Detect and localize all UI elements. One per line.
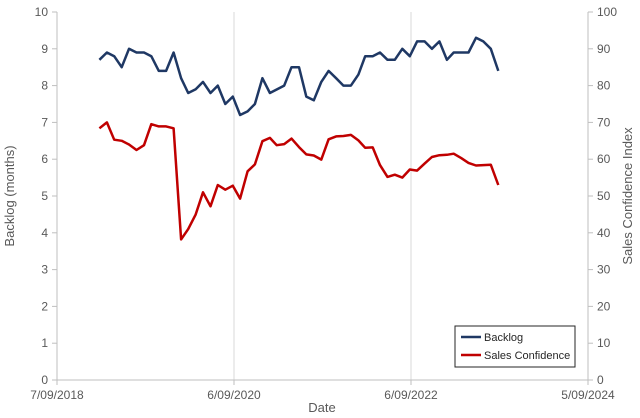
legend-box xyxy=(454,325,576,368)
left-tick-label: 8 xyxy=(41,79,48,93)
axes xyxy=(52,11,593,385)
x-tick-label: 6/09/2020 xyxy=(207,388,261,402)
right-tick-label: 20 xyxy=(597,299,611,313)
left-y-tick-labels: 0 1 2 3 4 5 6 7 8 9 10 xyxy=(35,5,49,387)
series-lines xyxy=(98,36,500,241)
left-tick-label: 7 xyxy=(41,115,48,129)
right-tick-label: 70 xyxy=(597,115,611,129)
x-tick-label: 6/09/2022 xyxy=(384,388,438,402)
right-tick-label: 10 xyxy=(597,336,611,350)
series-line-backlog xyxy=(98,36,500,117)
x-tick-label: 5/09/2024 xyxy=(561,388,615,402)
left-tick-label: 4 xyxy=(41,226,48,240)
x-tick-label: 7/09/2018 xyxy=(30,388,84,402)
left-tick-label: 10 xyxy=(35,5,49,19)
right-y-tick-labels: 0 10 20 30 40 50 60 70 80 90 100 xyxy=(597,5,617,387)
x-axis-title: Date xyxy=(308,400,335,415)
y-axis-right-title: Sales Confidence Index xyxy=(620,127,635,265)
right-tick-label: 60 xyxy=(597,152,611,166)
left-tick-label: 3 xyxy=(41,263,48,277)
x-tick-labels: 7/09/2018 6/09/2020 6/09/2022 5/09/2024 xyxy=(30,388,615,402)
right-tick-label: 0 xyxy=(597,373,604,387)
gridlines xyxy=(233,12,412,380)
right-tick-label: 80 xyxy=(597,79,611,93)
series-line-sales-confidence xyxy=(98,121,500,241)
y-axis-left-title: Backlog (months) xyxy=(2,145,17,246)
legend-label-sales-confidence: Sales Confidence xyxy=(484,350,570,362)
left-tick-label: 0 xyxy=(41,373,48,387)
left-tick-label: 9 xyxy=(41,42,48,56)
right-tick-label: 100 xyxy=(597,5,617,19)
right-tick-label: 50 xyxy=(597,189,611,203)
right-tick-label: 30 xyxy=(597,263,611,277)
left-tick-label: 5 xyxy=(41,189,48,203)
right-tick-label: 40 xyxy=(597,226,611,240)
left-tick-label: 2 xyxy=(41,299,48,313)
legend: Backlog Sales Confidence xyxy=(454,325,576,368)
legend-label-backlog: Backlog xyxy=(484,332,523,344)
left-tick-label: 6 xyxy=(41,152,48,166)
left-tick-label: 1 xyxy=(41,336,48,350)
right-tick-label: 90 xyxy=(597,42,611,56)
